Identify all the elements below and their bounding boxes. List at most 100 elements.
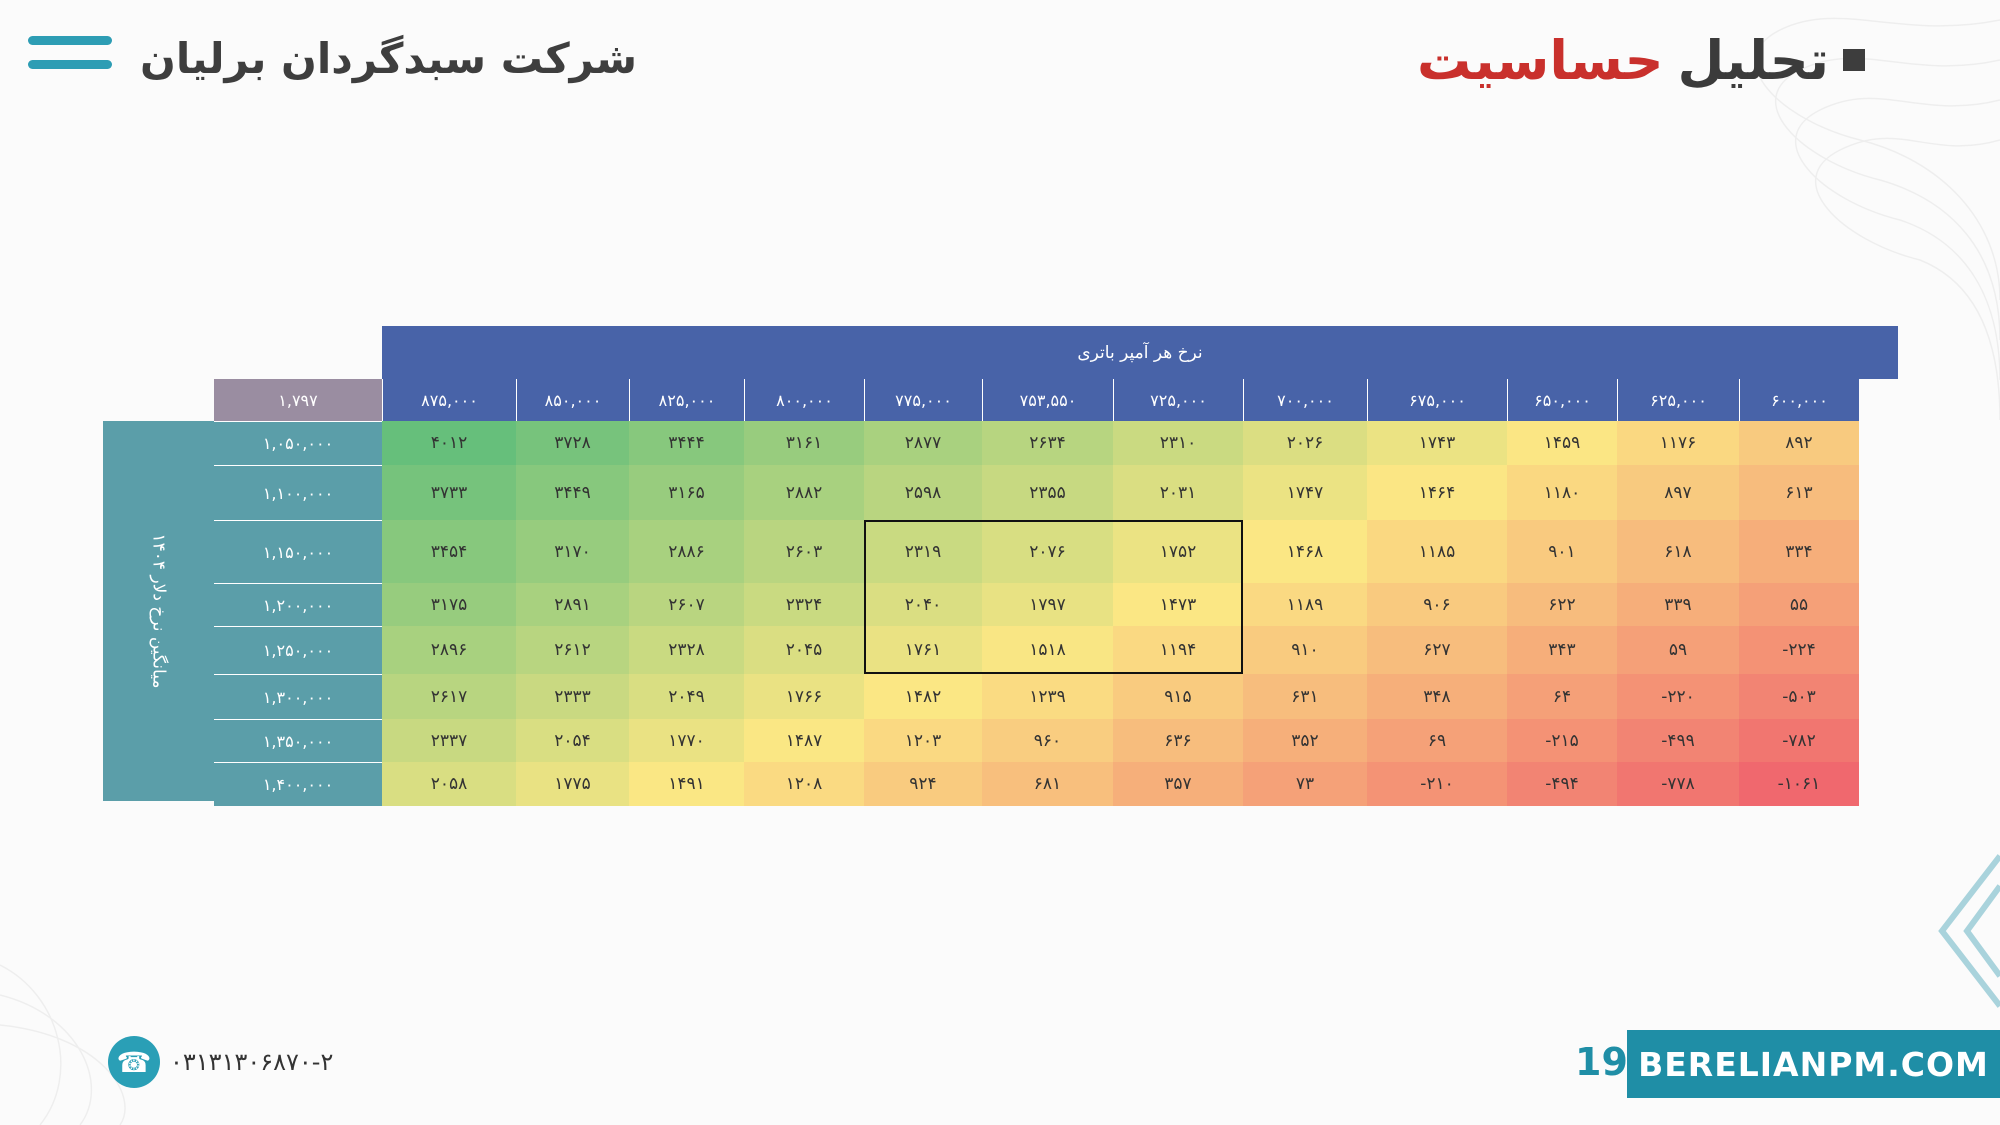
table-cell: ۱۴۵۹ <box>1507 421 1617 465</box>
table-cell: ۱۴۸۷ <box>744 719 864 762</box>
table-cell: ۲۳۳۷ <box>382 719 516 762</box>
table-cell: ۳۷۲۸ <box>516 421 629 465</box>
table-cell: ۶۳۶ <box>1113 719 1243 762</box>
table-cell: ۳۱۶۵ <box>629 465 744 520</box>
table-cell: ۶۳۱ <box>1243 674 1367 719</box>
table-cell: ۱۷۵۲ <box>1113 520 1243 583</box>
table-cell: ۲۳۵۵ <box>982 465 1113 520</box>
row-header: ۱,۳۰۰,۰۰۰ <box>214 674 382 719</box>
table-cell: ۳۳۹ <box>1617 583 1739 626</box>
table-cell: ۳۵۲ <box>1243 719 1367 762</box>
table-cell: ۲۸۹۱ <box>516 583 629 626</box>
page-number: 19 <box>1575 1040 1628 1084</box>
background-wave-lines-bottom <box>0 964 126 1125</box>
row-header: ۱,۰۵۰,۰۰۰ <box>214 421 382 465</box>
table-cell: ۱۱۹۴ <box>1113 626 1243 674</box>
table-cell: ۱۴۷۳ <box>1113 583 1243 626</box>
table-cell: -۲۲۰ <box>1617 674 1739 719</box>
table-cell: ۱۲۰۸ <box>744 762 864 806</box>
table-cell: ۱۲۰۳ <box>864 719 982 762</box>
table-cell: ۲۳۳۳ <box>516 674 629 719</box>
row-axis-label: میانگین نرخ دلار ۱۴۰۴ <box>103 421 214 801</box>
table-cell: ۶۱۳ <box>1739 465 1859 520</box>
table-cell: -۴۹۴ <box>1507 762 1617 806</box>
table-cell: ۳۷۳۳ <box>382 465 516 520</box>
table-cell: ۲۶۰۳ <box>744 520 864 583</box>
phone-contact[interactable]: ☎ ۰۳۱۳۱۳۰۶۸۷۰-۲ <box>108 1036 333 1088</box>
table-cell: ۹۰۶ <box>1367 583 1507 626</box>
table-cell: ۱۷۶۱ <box>864 626 982 674</box>
column-header: ۸۷۵,۰۰۰ <box>382 379 516 421</box>
table-cell: ۲۳۱۹ <box>864 520 982 583</box>
title-bullet <box>1843 49 1865 71</box>
table-cell: ۱۴۶۴ <box>1367 465 1507 520</box>
corner-value: ۱,۷۹۷ <box>214 379 382 421</box>
table-cell: ۵۵ <box>1739 583 1859 626</box>
column-header: ۷۵۳,۵۵۰ <box>982 379 1113 421</box>
table-cell: ۲۰۳۱ <box>1113 465 1243 520</box>
table-cell: ۳۴۴۴ <box>629 421 744 465</box>
menu-icon[interactable] <box>28 36 112 84</box>
table-cell: ۱۱۸۹ <box>1243 583 1367 626</box>
table-cell: ۲۰۴۹ <box>629 674 744 719</box>
column-header: ۷۷۵,۰۰۰ <box>864 379 982 421</box>
table-cell: ۱۷۷۵ <box>516 762 629 806</box>
column-headers: ۸۷۵,۰۰۰ ۸۵۰,۰۰۰ ۸۲۵,۰۰۰ ۸۰۰,۰۰۰ ۷۷۵,۰۰۰ ۷۵۳,۵… <box>382 379 1859 421</box>
diamond-decoration <box>1938 854 2000 1008</box>
table-cell: ۳۴۳ <box>1507 626 1617 674</box>
table-cell: ۵۹ <box>1617 626 1739 674</box>
table-cell: ۳۴۴۹ <box>516 465 629 520</box>
table-cell: -۲۲۴ <box>1739 626 1859 674</box>
column-header: ۶۵۰,۰۰۰ <box>1507 379 1617 421</box>
table-cell: ۲۶۱۷ <box>382 674 516 719</box>
phone-number: ۰۳۱۳۱۳۰۶۸۷۰-۲ <box>170 1048 334 1076</box>
column-header: ۷۰۰,۰۰۰ <box>1243 379 1367 421</box>
table-cell: ۲۰۵۴ <box>516 719 629 762</box>
row-header: ۱,۲۰۰,۰۰۰ <box>214 583 382 626</box>
column-header: ۶۲۵,۰۰۰ <box>1617 379 1739 421</box>
table-cell: ۳۱۶۱ <box>744 421 864 465</box>
table-cell: ۲۰۴۰ <box>864 583 982 626</box>
table-cell: ۲۳۱۰ <box>1113 421 1243 465</box>
table-cell: ۱۷۴۷ <box>1243 465 1367 520</box>
table-cell: -۵۰۳ <box>1739 674 1859 719</box>
table-cell: ۲۶۰۷ <box>629 583 744 626</box>
table-cell: -۲۱۰ <box>1367 762 1507 806</box>
table-cell: ۲۰۵۸ <box>382 762 516 806</box>
table-cell: ۲۶۳۴ <box>982 421 1113 465</box>
table-cell: ۱۱۷۶ <box>1617 421 1739 465</box>
table-cell: -۲۱۵ <box>1507 719 1617 762</box>
table-cell: -۷۷۸ <box>1617 762 1739 806</box>
row-axis-text: میانگین نرخ دلار ۱۴۰۴ <box>148 533 169 689</box>
column-header: ۸۲۵,۰۰۰ <box>629 379 744 421</box>
table-cell: -۴۹۹ <box>1617 719 1739 762</box>
table-cell: ۶۲۲ <box>1507 583 1617 626</box>
table-cell: ۱۱۸۰ <box>1507 465 1617 520</box>
title-accent: حساسیت <box>1417 28 1664 92</box>
table-cell: ۹۰۱ <box>1507 520 1617 583</box>
table-cell: ۲۸۸۲ <box>744 465 864 520</box>
row-header: ۱,۳۵۰,۰۰۰ <box>214 719 382 762</box>
table-cell: ۹۶۰ <box>982 719 1113 762</box>
table-cell: ۸۹۲ <box>1739 421 1859 465</box>
table-cell: ۳۱۷۰ <box>516 520 629 583</box>
row-header: ۱,۴۰۰,۰۰۰ <box>214 762 382 806</box>
table-cell: ۹۱۵ <box>1113 674 1243 719</box>
table-cell: ۲۰۷۶ <box>982 520 1113 583</box>
table-cell: ۲۶۱۲ <box>516 626 629 674</box>
table-cell: ۱۱۸۵ <box>1367 520 1507 583</box>
table-cell: ۱۷۴۳ <box>1367 421 1507 465</box>
company-name: شرکت سبدگردان برلیان <box>140 33 638 83</box>
title-main: تحلیل <box>1677 28 1829 92</box>
table-cell: ۳۳۴ <box>1739 520 1859 583</box>
table-cell: ۶۸۱ <box>982 762 1113 806</box>
website-link[interactable]: BERELIANPM.COM <box>1627 1030 2000 1098</box>
table-cell: ۶۹ <box>1367 719 1507 762</box>
row-header: ۱,۱۰۰,۰۰۰ <box>214 465 382 520</box>
column-header: ۶۰۰,۰۰۰ <box>1739 379 1859 421</box>
table-cell: ۶۲۷ <box>1367 626 1507 674</box>
table-cell: ۹۲۴ <box>864 762 982 806</box>
column-header: ۸۵۰,۰۰۰ <box>516 379 629 421</box>
table-cell: -۷۸۲ <box>1739 719 1859 762</box>
table-cell: ۳۵۷ <box>1113 762 1243 806</box>
